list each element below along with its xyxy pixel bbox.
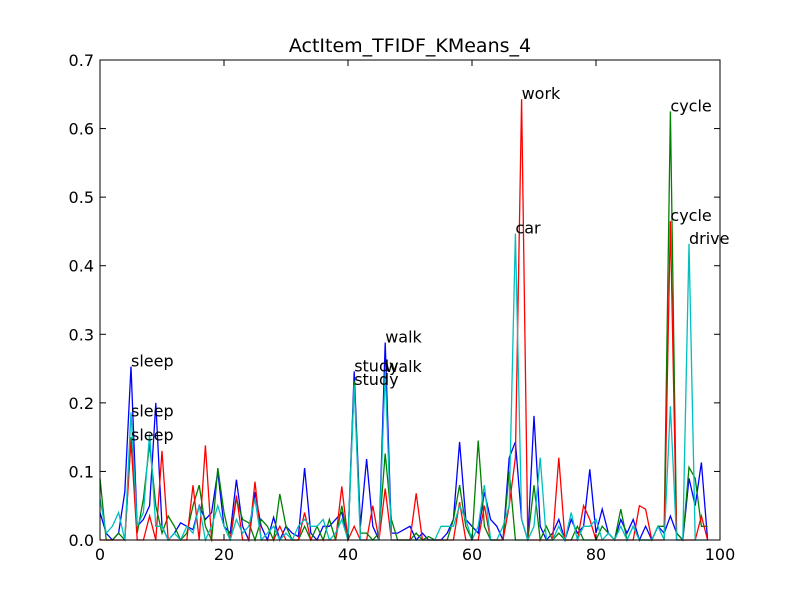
- y-tick-label: 0.0: [69, 531, 94, 550]
- annotation-label: work: [522, 84, 561, 103]
- annotation-label: car: [515, 218, 541, 237]
- annotation-layer: sleepsleepsleepstudystudywalkwalkworkcar…: [131, 84, 730, 444]
- x-tick-label: 80: [586, 545, 606, 564]
- chart-title: ActItem_TFIDF_KMeans_4: [289, 35, 531, 57]
- x-tick-label: 0: [95, 545, 105, 564]
- annotation-label: cycle: [670, 206, 711, 225]
- annotation-label: walk: [385, 328, 422, 347]
- x-tick-label: 60: [462, 545, 482, 564]
- annotation-label: study: [354, 356, 398, 375]
- annotation-label: sleep: [131, 426, 174, 445]
- y-tick-label: 0.4: [69, 257, 94, 276]
- y-tick-label: 0.5: [69, 188, 94, 207]
- annotation-label: study: [354, 370, 398, 389]
- axis-layer: 0 20 40 60 80 100 0.0 0.1 0.2 0.3 0.4 0.5 0.6 0.7: [69, 51, 736, 564]
- plot-frame: [99, 59, 721, 541]
- y-tick-label: 0.1: [69, 462, 94, 481]
- y-tick-label: 0.3: [69, 325, 94, 344]
- annotation-label: sleep: [131, 352, 174, 371]
- annotation-label: cycle: [670, 96, 711, 115]
- x-tick-label: 20: [214, 545, 234, 564]
- x-tick-label: 40: [338, 545, 358, 564]
- y-tick-label: 0.7: [69, 51, 94, 70]
- y-tick-label: 0.2: [69, 394, 94, 413]
- annotation-label: drive: [689, 229, 730, 248]
- annotation-label: walk: [385, 357, 422, 376]
- x-tick-label: 100: [705, 545, 736, 564]
- y-tick-label: 0.6: [69, 120, 94, 139]
- annotation-label: sleep: [131, 402, 174, 421]
